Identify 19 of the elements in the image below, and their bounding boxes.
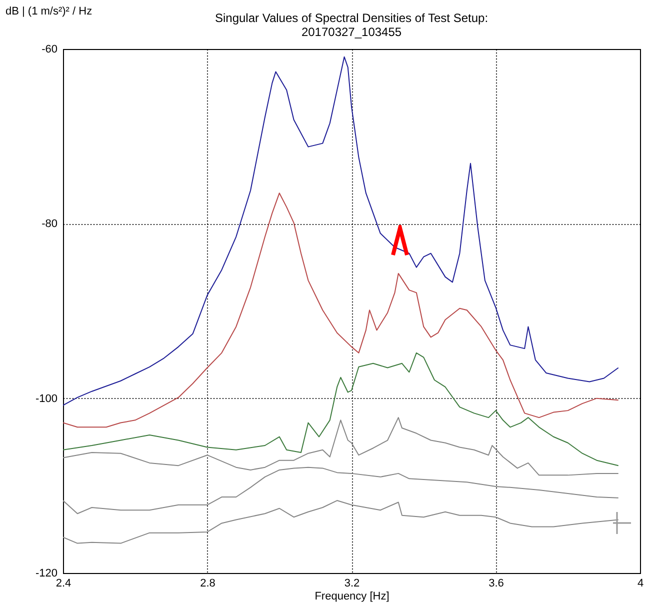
line-series — [63, 192, 619, 428]
x-tick-label: 2.8 — [200, 578, 216, 590]
line-series — [63, 500, 619, 544]
y-tick-label: -60 — [42, 44, 58, 56]
y-tick-label: -100 — [35, 392, 58, 405]
x-axis-title: Frequency [Hz] — [314, 590, 390, 602]
chart-subtitle: 20170327_103455 — [301, 25, 402, 39]
x-tick-label: 2.4 — [56, 578, 72, 590]
y-tick-label: -120 — [35, 568, 58, 580]
x-tick-label: 3.2 — [344, 578, 360, 590]
line-series — [63, 466, 619, 514]
y-tick-label: -80 — [42, 218, 58, 230]
line-series — [63, 352, 619, 466]
x-tick-label: 3.6 — [488, 578, 504, 590]
line-series — [63, 56, 619, 406]
x-tick-label: 4 — [637, 578, 644, 590]
y-axis-title: dB | (1 m/s²)² / Hz — [6, 6, 92, 18]
chart-title: Singular Values of Spectral Densities of Test Setup: — [214, 11, 488, 25]
line-series — [63, 417, 619, 476]
